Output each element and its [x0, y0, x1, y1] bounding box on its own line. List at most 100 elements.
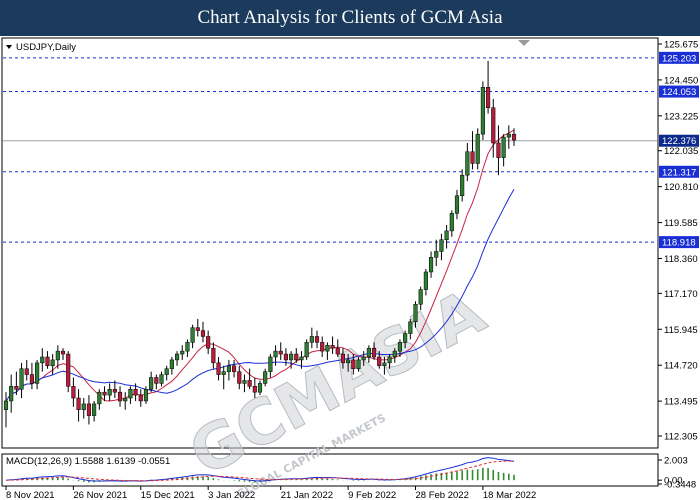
candle[interactable] — [174, 351, 180, 366]
candle[interactable] — [221, 365, 226, 390]
candle[interactable] — [35, 359, 40, 390]
candle[interactable] — [149, 371, 154, 393]
candle[interactable] — [397, 339, 403, 357]
candle[interactable] — [50, 354, 55, 375]
candle[interactable] — [164, 365, 169, 381]
candle[interactable] — [299, 351, 304, 369]
candle[interactable] — [320, 336, 325, 357]
candle[interactable] — [325, 342, 330, 360]
candle[interactable] — [159, 371, 164, 387]
candle[interactable] — [314, 330, 320, 349]
candle[interactable] — [216, 356, 221, 381]
candle[interactable] — [76, 389, 81, 422]
candle[interactable] — [278, 342, 283, 360]
chevron-down-icon[interactable] — [6, 45, 12, 49]
candle[interactable] — [112, 380, 117, 399]
candle[interactable] — [102, 386, 107, 401]
candle[interactable] — [97, 389, 102, 410]
candle[interactable] — [268, 354, 273, 378]
candle[interactable] — [506, 125, 511, 149]
candle[interactable] — [434, 239, 439, 267]
candle[interactable] — [335, 339, 340, 357]
candle[interactable] — [486, 60, 491, 114]
candle[interactable] — [480, 81, 485, 141]
candle[interactable] — [304, 339, 309, 360]
candle[interactable] — [206, 330, 211, 355]
candle[interactable] — [491, 98, 496, 158]
candle[interactable] — [169, 356, 174, 375]
candle[interactable] — [138, 389, 143, 407]
candle[interactable] — [107, 383, 112, 401]
candle[interactable] — [9, 374, 14, 413]
candle[interactable] — [423, 269, 428, 296]
candle[interactable] — [71, 377, 76, 407]
candle[interactable] — [190, 324, 195, 349]
candle[interactable] — [439, 233, 444, 261]
candle[interactable] — [346, 354, 351, 372]
candle[interactable] — [454, 189, 460, 220]
candle[interactable] — [252, 377, 257, 399]
candle[interactable] — [294, 348, 299, 363]
candle[interactable] — [263, 368, 268, 387]
candle[interactable] — [143, 386, 149, 404]
candle[interactable] — [444, 225, 449, 249]
candle[interactable] — [242, 374, 247, 393]
candle[interactable] — [361, 351, 366, 366]
candle[interactable] — [257, 380, 263, 396]
candle[interactable] — [200, 321, 206, 343]
candle[interactable] — [496, 125, 501, 176]
candle[interactable] — [117, 386, 123, 407]
candle[interactable] — [413, 301, 418, 328]
candle[interactable] — [81, 398, 86, 419]
candle[interactable] — [460, 169, 465, 202]
candle[interactable] — [366, 345, 371, 363]
candle[interactable] — [232, 359, 237, 378]
candle[interactable] — [3, 392, 9, 428]
candle[interactable] — [211, 342, 216, 369]
candle[interactable] — [392, 348, 397, 363]
candle[interactable] — [14, 371, 19, 396]
candle[interactable] — [40, 348, 45, 372]
candle[interactable] — [501, 134, 506, 167]
candle[interactable] — [330, 336, 335, 355]
candle[interactable] — [387, 354, 392, 369]
candle[interactable] — [123, 392, 128, 410]
candle[interactable] — [309, 327, 314, 349]
candle[interactable] — [356, 356, 361, 372]
candle[interactable] — [86, 395, 92, 425]
candle[interactable] — [273, 345, 278, 366]
candle[interactable] — [60, 348, 66, 360]
candle[interactable] — [92, 400, 97, 422]
candle[interactable] — [55, 345, 60, 369]
candle[interactable] — [180, 345, 185, 360]
candle[interactable] — [340, 348, 346, 369]
candle[interactable] — [371, 342, 377, 360]
candle[interactable] — [24, 359, 29, 381]
price-panel[interactable] — [1, 37, 659, 449]
candle[interactable] — [237, 365, 242, 390]
candle[interactable] — [133, 383, 138, 401]
candle[interactable] — [382, 356, 387, 375]
candle[interactable] — [428, 251, 434, 278]
candle[interactable] — [19, 362, 24, 399]
candle[interactable] — [45, 351, 50, 369]
candle[interactable] — [283, 348, 288, 366]
candle[interactable] — [377, 351, 382, 369]
candle[interactable] — [475, 128, 480, 170]
candle[interactable] — [185, 339, 190, 357]
candle[interactable] — [154, 374, 159, 390]
candle[interactable] — [470, 131, 475, 170]
candle[interactable] — [66, 351, 71, 393]
chart-shift-icon[interactable] — [518, 40, 530, 46]
candle[interactable] — [465, 142, 470, 182]
candle[interactable] — [351, 354, 356, 375]
candle[interactable] — [403, 330, 408, 349]
candle[interactable] — [289, 351, 294, 369]
candle[interactable] — [449, 210, 454, 237]
candle[interactable] — [128, 386, 133, 404]
candle[interactable] — [247, 368, 252, 390]
candle[interactable] — [195, 318, 200, 337]
candle[interactable] — [511, 128, 517, 146]
candle[interactable] — [408, 318, 413, 340]
candle[interactable] — [418, 286, 423, 311]
